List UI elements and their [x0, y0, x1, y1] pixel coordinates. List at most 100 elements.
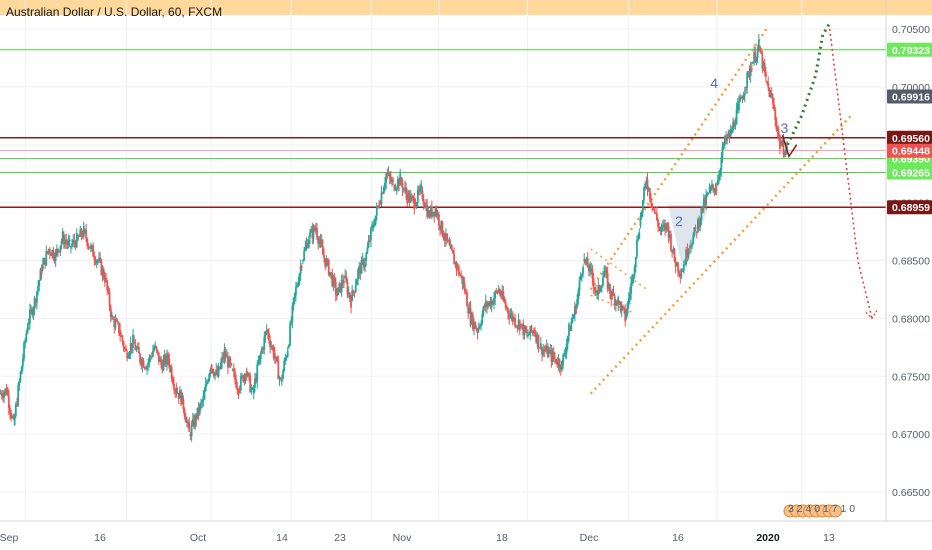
- candle-body: [497, 289, 500, 293]
- candle-body: [641, 200, 644, 213]
- candle-body: [360, 259, 363, 274]
- candle-body: [164, 355, 167, 365]
- candle-body: [772, 97, 774, 104]
- candle-body: [309, 232, 311, 238]
- candle-body: [408, 193, 411, 203]
- candle-body: [115, 320, 118, 322]
- candle-body: [395, 187, 398, 190]
- candle-body: [80, 229, 83, 236]
- x-tick-label: 18: [496, 532, 508, 544]
- candle-body: [705, 195, 708, 205]
- candle-body: [147, 362, 150, 365]
- candle-body: [470, 314, 473, 319]
- candle-body: [3, 392, 6, 398]
- y-tick-label: 0.67000: [892, 429, 930, 441]
- candle-body: [296, 285, 298, 287]
- candle-body: [239, 376, 242, 391]
- candle-body: [711, 184, 713, 187]
- candle-body: [704, 198, 706, 205]
- candle-body: [291, 305, 294, 322]
- candle-body: [273, 353, 276, 359]
- candle-body: [381, 192, 384, 194]
- candle-body: [55, 248, 58, 255]
- candle-body: [190, 424, 193, 437]
- candle-body: [385, 173, 388, 183]
- candle-body: [310, 228, 313, 233]
- candle-body: [189, 434, 192, 437]
- candle-body: [235, 379, 238, 388]
- candle-body: [661, 225, 664, 227]
- candle-body: [682, 264, 685, 271]
- candle-body: [166, 354, 168, 365]
- candle-body: [434, 208, 437, 216]
- live-price-badge-bg: [887, 143, 932, 158]
- candle-body: [367, 240, 370, 248]
- candle-body: [62, 237, 65, 245]
- candle-body: [559, 367, 562, 371]
- candle-body: [562, 355, 565, 365]
- candle-body: [262, 348, 265, 350]
- candle-body: [116, 321, 119, 323]
- candle-body: [228, 357, 231, 368]
- candle-body: [432, 211, 434, 217]
- current-price-badge-bg: [887, 89, 932, 104]
- candle-body: [248, 373, 250, 376]
- candle-body: [4, 388, 7, 393]
- candle-body: [242, 375, 245, 382]
- candle-body: [766, 81, 768, 84]
- candle-body: [50, 253, 52, 256]
- candle-body: [496, 291, 499, 293]
- candle-body: [667, 225, 670, 238]
- candle-body: [697, 219, 699, 233]
- candle-body: [769, 93, 772, 98]
- candle-body: [576, 299, 579, 307]
- candle-body: [341, 279, 344, 283]
- candle-body: [318, 241, 321, 244]
- candle-body: [38, 280, 41, 286]
- candle-body: [486, 301, 488, 307]
- candle-body: [16, 404, 18, 406]
- candle-body: [443, 239, 446, 241]
- candle-body: [159, 358, 161, 362]
- candle-body: [729, 129, 732, 137]
- candle-body: [346, 282, 349, 295]
- candle-body: [327, 259, 330, 276]
- candle-body: [517, 320, 520, 327]
- candle-body: [373, 224, 376, 226]
- candle-body: [47, 249, 50, 253]
- candle-body: [495, 291, 498, 293]
- candle-body: [389, 177, 392, 182]
- candle-body: [173, 383, 175, 390]
- candle-body: [6, 390, 9, 396]
- level-badge-0.69265-bg: [887, 165, 932, 180]
- candle-body: [763, 62, 766, 73]
- candle-body: [67, 241, 70, 245]
- candle-body: [735, 109, 738, 125]
- candle-body: [132, 334, 134, 349]
- candle-body: [17, 385, 20, 406]
- candle-body: [459, 274, 461, 276]
- candle-body: [659, 227, 662, 232]
- candle-body: [412, 196, 415, 199]
- candle-body: [463, 283, 466, 292]
- candle-body: [337, 287, 340, 296]
- candle-body: [45, 251, 48, 266]
- candle-body: [634, 256, 637, 267]
- candle-body: [616, 300, 618, 305]
- candle-body: [541, 347, 543, 355]
- candle-body: [753, 52, 756, 63]
- candle-body: [476, 329, 479, 334]
- candle-body: [630, 283, 632, 294]
- candle-body: [330, 272, 332, 274]
- candle-body: [749, 68, 752, 77]
- candle-body: [730, 130, 733, 134]
- candle-body: [217, 366, 220, 377]
- candle-body: [302, 260, 304, 262]
- candle-body: [624, 309, 627, 322]
- candle-body: [552, 351, 555, 358]
- candle-body: [427, 210, 430, 217]
- candle-body: [612, 291, 615, 296]
- candle-body: [701, 207, 704, 212]
- candle-body: [137, 346, 140, 354]
